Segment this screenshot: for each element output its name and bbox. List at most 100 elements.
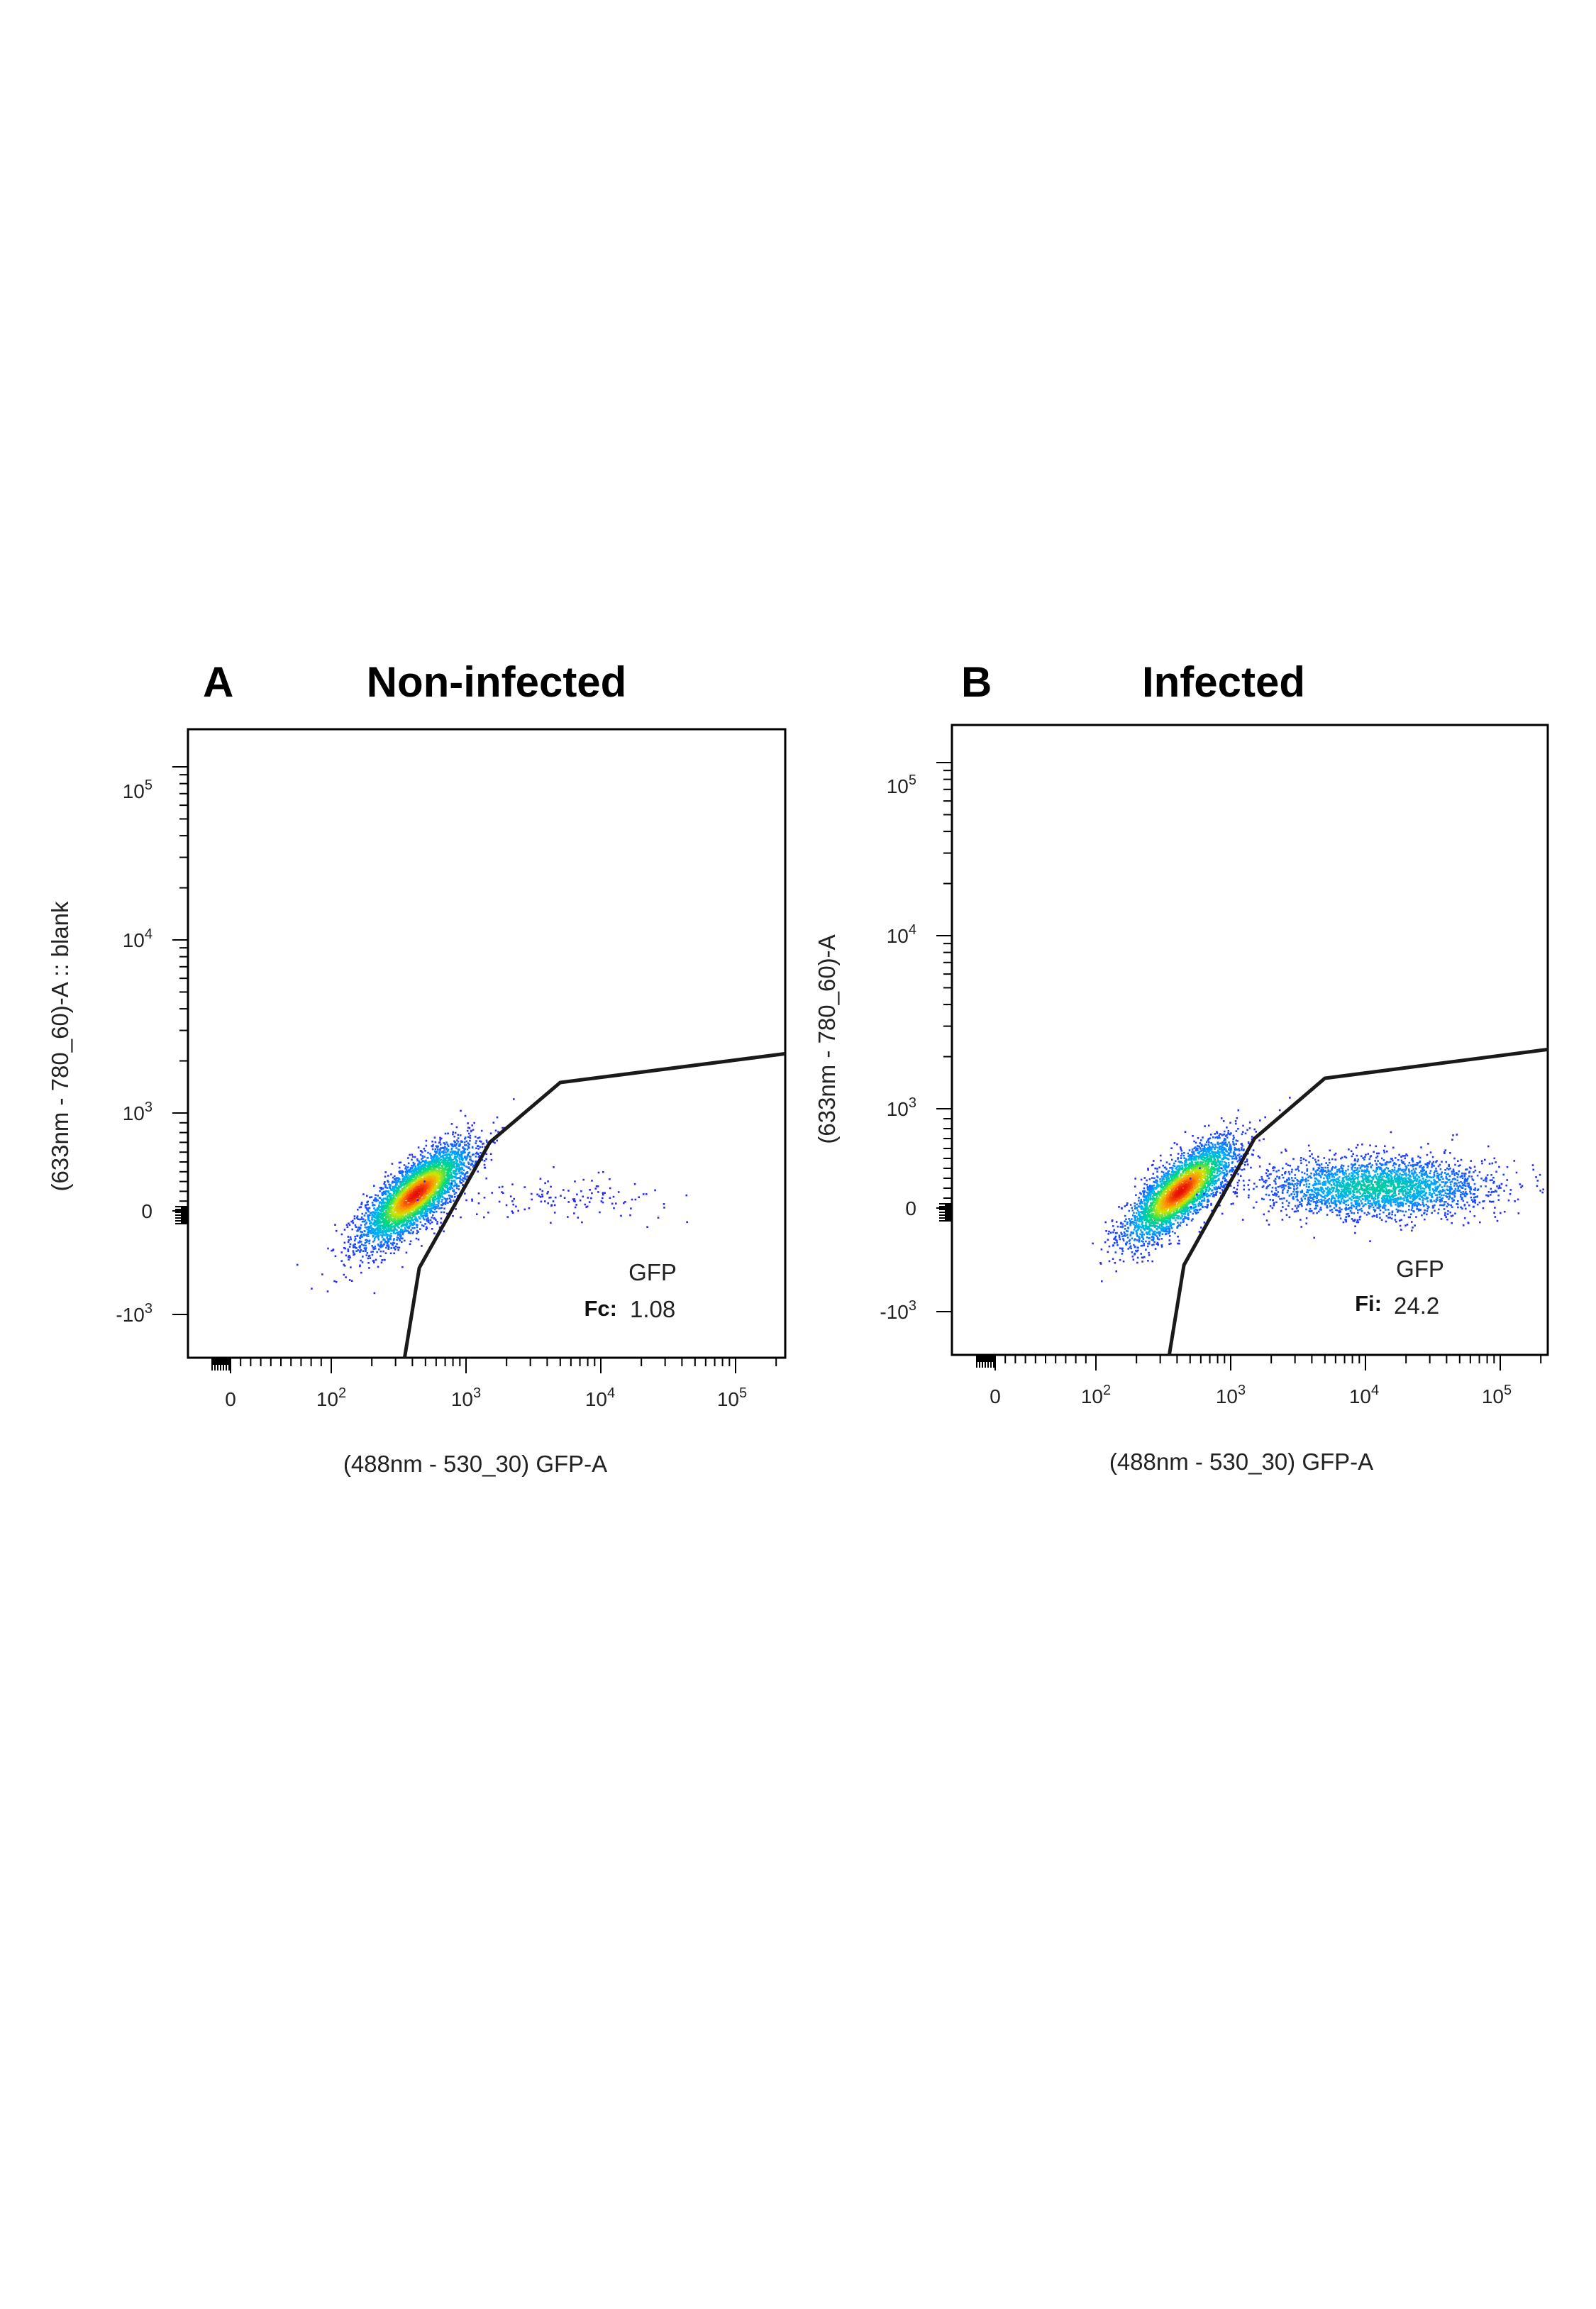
scatter-point (400, 1230, 402, 1232)
scatter-point (373, 1215, 375, 1217)
scatter-point (398, 1171, 400, 1173)
scatter-point (441, 1199, 443, 1201)
scatter-point (429, 1223, 431, 1225)
scatter-point (360, 1206, 362, 1208)
scatter-point (447, 1198, 449, 1200)
scatter-point (429, 1153, 431, 1155)
scatter-point (407, 1189, 409, 1191)
scatter-point (414, 1197, 416, 1199)
scatter-point (411, 1218, 413, 1220)
scatter-point (390, 1173, 392, 1175)
scatter-point (1238, 1180, 1241, 1182)
scatter-point (455, 1208, 457, 1210)
scatter-point (428, 1186, 430, 1188)
scatter-point (388, 1184, 390, 1186)
scatter-point (452, 1131, 454, 1134)
scatter-point (467, 1163, 470, 1165)
scatter-point (425, 1168, 427, 1170)
scatter-point (407, 1176, 409, 1178)
scatter-point (416, 1180, 418, 1182)
scatter-point (631, 1199, 633, 1201)
scatter-point (638, 1196, 640, 1198)
scatter-point (451, 1153, 453, 1156)
scatter-point (404, 1193, 406, 1195)
scatter-point (573, 1212, 575, 1214)
scatter-point (395, 1195, 397, 1197)
scatter-point (460, 1217, 462, 1219)
scatter-point (387, 1175, 389, 1177)
scatter-point (388, 1223, 390, 1225)
scatter-point (478, 1192, 480, 1195)
scatter-point (424, 1223, 426, 1225)
scatter-point (373, 1185, 375, 1187)
scatter-point (440, 1212, 443, 1214)
scatter-point (420, 1212, 422, 1214)
panel-title: Infected (1142, 658, 1305, 706)
scatter-point (412, 1177, 414, 1179)
scatter-point (491, 1192, 493, 1194)
scatter-point (444, 1144, 446, 1146)
scatter-point (385, 1247, 387, 1249)
scatter-point (416, 1238, 418, 1240)
scatter-point (442, 1147, 444, 1149)
scatter-point (411, 1187, 413, 1190)
scatter-point (550, 1197, 552, 1199)
scatter-point (429, 1198, 431, 1200)
scatter-point (511, 1210, 514, 1212)
scatter-point (415, 1191, 417, 1193)
scatter-point (394, 1247, 396, 1249)
scatter-point (371, 1231, 373, 1234)
scatter-point (385, 1221, 387, 1223)
scatter-point (506, 1216, 509, 1218)
scatter-point (458, 1185, 460, 1187)
scatter-point (367, 1240, 369, 1242)
scatter-point (390, 1214, 392, 1217)
scatter-point (467, 1136, 470, 1139)
scatter-point (434, 1151, 436, 1153)
scatter-point (347, 1226, 349, 1228)
scatter-point (396, 1190, 398, 1192)
scatter-point (364, 1224, 366, 1226)
scatter-point (401, 1241, 403, 1244)
scatter-point (358, 1249, 360, 1251)
scatter-point (1120, 1226, 1122, 1228)
scatter-point (412, 1156, 414, 1158)
scatter-point (426, 1187, 428, 1189)
scatter-point (440, 1195, 442, 1197)
scatter-point (434, 1184, 436, 1186)
scatter-point (379, 1209, 381, 1212)
scatter-point (357, 1229, 359, 1231)
scatter-point (454, 1166, 456, 1168)
scatter-point (387, 1248, 389, 1250)
scatter-point (444, 1178, 446, 1180)
scatter-point (372, 1254, 374, 1256)
scatter-point (428, 1177, 431, 1179)
scatter-point (467, 1166, 470, 1168)
scatter-point (464, 1192, 466, 1195)
scatter-point (1186, 1224, 1188, 1226)
scatter-point (375, 1217, 377, 1219)
scatter-point (451, 1187, 453, 1190)
scatter-point (451, 1148, 453, 1150)
scatter-point (431, 1183, 433, 1185)
scatter-point (433, 1176, 435, 1178)
scatter-point (367, 1217, 370, 1219)
scatter-point (406, 1170, 409, 1173)
scatter-point (484, 1167, 487, 1169)
scatter-point (601, 1200, 603, 1202)
scatter-point (590, 1197, 592, 1200)
scatter-point (414, 1205, 416, 1207)
scatter-point (602, 1171, 604, 1173)
scatter-point (362, 1221, 364, 1223)
scatter-point (485, 1178, 487, 1180)
scatter-point (386, 1198, 388, 1200)
scatter-point (564, 1197, 566, 1199)
scatter-point (430, 1168, 432, 1170)
scatter-point (362, 1250, 365, 1252)
scatter-point (499, 1201, 501, 1203)
scatter-point (447, 1162, 449, 1164)
scatter-point (379, 1219, 381, 1222)
scatter-point (466, 1158, 468, 1160)
scatter-point (377, 1234, 379, 1236)
scatter-point (348, 1241, 350, 1244)
